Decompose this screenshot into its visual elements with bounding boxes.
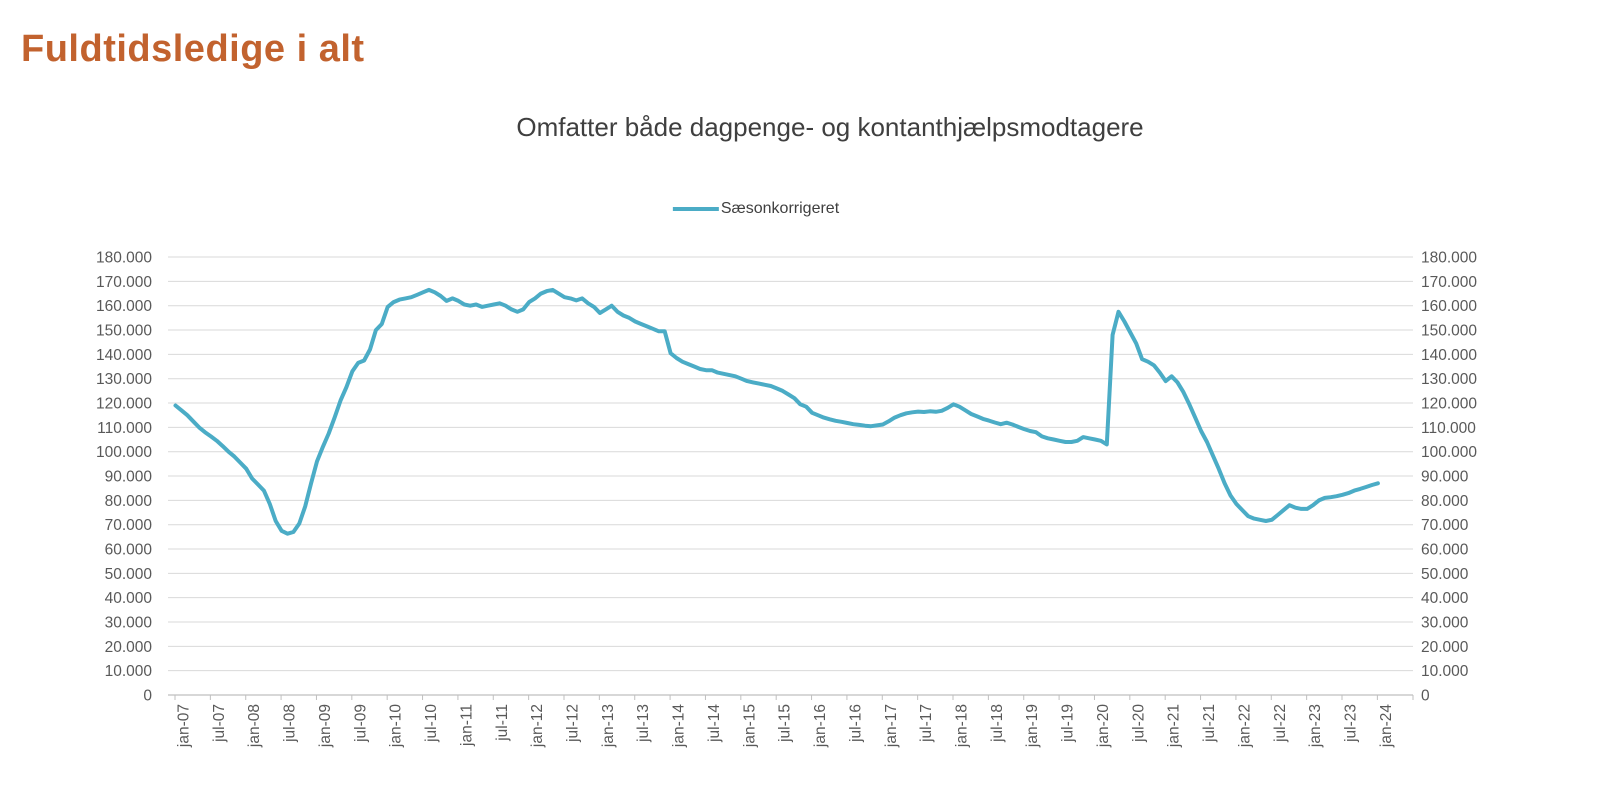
y-axis-label-right: 150.000	[1421, 323, 1477, 340]
y-axis-label-left: 70.000	[105, 517, 153, 534]
y-axis-label-left: 50.000	[105, 566, 153, 583]
y-axis-label-right: 50.000	[1421, 566, 1469, 583]
y-axis-label-left: 100.000	[96, 444, 152, 461]
x-axis-label: jul-22	[1272, 704, 1289, 743]
x-axis-label: jul-10	[423, 704, 440, 743]
x-axis-label: jan-10	[388, 704, 405, 748]
x-axis-label: jul-17	[918, 704, 935, 743]
y-axis-label-right: 10.000	[1421, 663, 1469, 680]
x-axis-label: jan-17	[883, 704, 900, 748]
y-axis-label-left: 140.000	[96, 347, 152, 364]
x-axis-label: jul-15	[777, 704, 794, 743]
x-axis-label: jan-22	[1236, 704, 1253, 748]
x-axis-label: jul-12	[565, 704, 582, 743]
y-axis-label-left: 170.000	[96, 274, 152, 291]
x-axis-label: jan-15	[741, 704, 758, 748]
x-axis-label: jan-09	[317, 704, 334, 748]
y-axis-label-right: 140.000	[1421, 347, 1477, 364]
x-axis-label: jul-07	[211, 704, 228, 743]
x-axis-label: jan-24	[1378, 704, 1395, 748]
y-axis-label-left: 20.000	[105, 639, 153, 656]
y-axis-label-left: 160.000	[96, 298, 152, 315]
y-axis-label-right: 130.000	[1421, 371, 1477, 388]
x-axis-label: jan-19	[1024, 704, 1041, 748]
y-axis-label-right: 110.000	[1421, 420, 1476, 437]
chart-subtitle: Omfatter både dagpenge- og kontanthjælps…	[516, 112, 1144, 142]
x-axis-label: jul-08	[282, 704, 299, 743]
y-axis-label-right: 40.000	[1421, 590, 1469, 607]
y-axis-label-left: 0	[143, 688, 152, 705]
x-axis-label: jul-14	[706, 704, 723, 743]
x-axis-label: jan-20	[1095, 704, 1112, 748]
x-axis-label: jul-11	[494, 704, 511, 742]
y-axis-label-left: 180.000	[96, 250, 152, 267]
y-axis-label-right: 20.000	[1421, 639, 1469, 656]
y-axis-label-left: 40.000	[105, 590, 153, 607]
x-axis-label: jan-08	[246, 704, 263, 748]
x-axis-label: jan-13	[600, 704, 617, 748]
x-axis-label: jan-07	[176, 704, 193, 748]
legend-label: Sæsonkorrigeret	[720, 200, 840, 217]
y-axis-label-right: 160.000	[1421, 298, 1477, 315]
y-axis-label-right: 100.000	[1421, 444, 1477, 461]
x-axis-label: jul-09	[352, 704, 369, 743]
x-axis-label: jul-19	[1060, 704, 1077, 743]
y-axis-label-right: 30.000	[1421, 615, 1469, 632]
y-axis-label-right: 80.000	[1421, 493, 1469, 510]
x-axis-label: jan-23	[1307, 704, 1324, 748]
x-axis-label: jul-18	[989, 704, 1006, 743]
x-axis-label: jan-21	[1166, 704, 1183, 748]
y-axis-label-left: 30.000	[105, 615, 153, 632]
y-axis-label-right: 60.000	[1421, 542, 1469, 559]
y-axis-label-right: 170.000	[1421, 274, 1477, 291]
y-axis-label-left: 90.000	[105, 469, 153, 486]
x-axis-label: jul-16	[847, 704, 864, 743]
x-axis-label: jan-18	[954, 704, 971, 748]
y-axis-label-right: 0	[1421, 688, 1430, 705]
y-axis-label-left: 120.000	[96, 396, 152, 413]
y-axis-label-right: 180.000	[1421, 250, 1477, 267]
x-axis-label: jul-23	[1343, 704, 1360, 743]
y-axis-label-left: 130.000	[96, 371, 152, 388]
x-axis-label: jul-13	[635, 704, 652, 743]
y-axis-label-right: 90.000	[1421, 469, 1469, 486]
x-axis-label: jan-11	[458, 704, 475, 747]
x-axis-label: jul-20	[1130, 704, 1147, 743]
y-axis-label-left: 80.000	[105, 493, 153, 510]
chart-legend: Sæsonkorrigeret	[672, 200, 840, 218]
x-axis-label: jan-16	[812, 704, 829, 748]
y-axis-label-left: 10.000	[105, 663, 153, 680]
y-axis-label-left: 110.000	[97, 420, 152, 437]
legend-line-marker	[672, 207, 719, 211]
x-axis-label: jul-21	[1201, 704, 1218, 743]
y-axis-label-left: 60.000	[105, 542, 153, 559]
y-axis-label-right: 70.000	[1421, 517, 1469, 534]
y-axis-label-left: 150.000	[96, 323, 152, 340]
y-axis-label-right: 120.000	[1421, 396, 1477, 413]
page-title: Fuldtidsledige i alt	[21, 28, 365, 70]
x-axis-label: jan-14	[671, 704, 688, 748]
x-axis-label: jan-12	[529, 704, 546, 748]
series-line	[173, 287, 1380, 536]
